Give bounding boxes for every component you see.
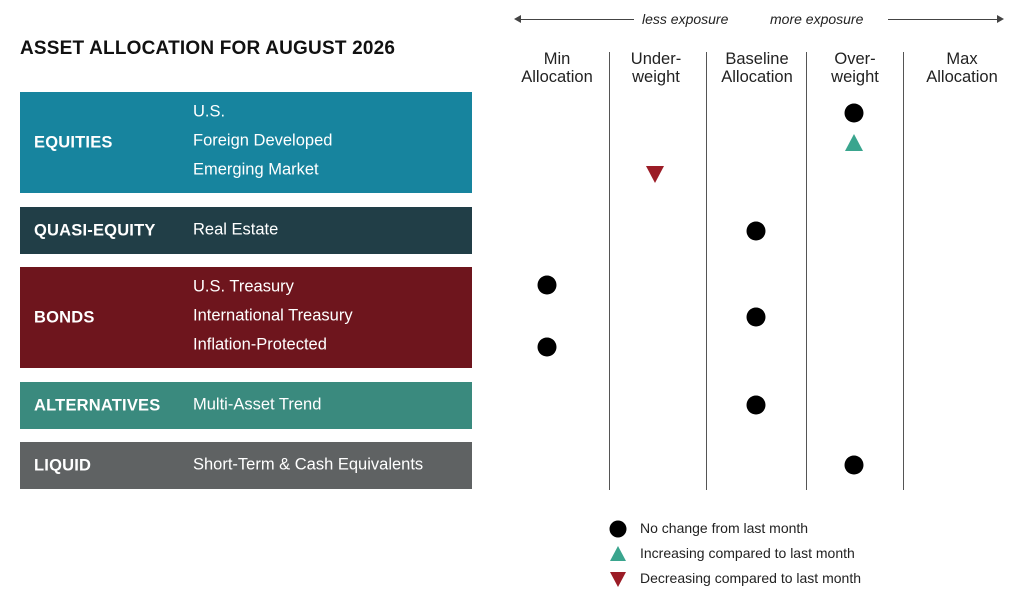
decreasing-marker	[646, 166, 664, 183]
column-divider	[806, 52, 807, 490]
column-header-min: Min Allocation	[521, 50, 593, 86]
more-exposure-label: more exposure	[770, 11, 864, 27]
column-header-baseline: Baseline Allocation	[721, 50, 793, 86]
column-divider	[903, 52, 904, 490]
column-header-line2: weight	[831, 68, 879, 86]
column-header-line1: Over-	[834, 50, 876, 68]
column-divider	[706, 52, 707, 490]
no-change-marker	[746, 221, 766, 241]
column-header-line1: Max	[946, 50, 978, 68]
asset-label: U.S.	[193, 102, 226, 121]
asset-label: Emerging Market	[193, 160, 319, 179]
no-change-marker	[844, 455, 864, 475]
no-change-marker	[844, 103, 864, 123]
band-equities: EQUITIES U.S. Foreign Developed Emerging…	[20, 92, 472, 193]
column-header-overweight: Over- weight	[831, 50, 879, 86]
legend-label: No change from last month	[640, 520, 809, 536]
band-alternatives: ALTERNATIVES Multi-Asset Trend	[20, 382, 472, 429]
column-header-line1: Min	[543, 50, 571, 68]
no-change-marker	[746, 395, 766, 415]
increasing-marker	[845, 134, 863, 151]
group-label: LIQUID	[34, 456, 92, 474]
asset-label: Real Estate	[193, 220, 279, 239]
column-header-line2: Allocation	[926, 68, 998, 86]
no-change-marker	[537, 337, 557, 357]
group-label: EQUITIES	[34, 133, 113, 151]
triangle-up-icon	[610, 546, 626, 561]
band-bonds: BONDS U.S. Treasury International Treasu…	[20, 267, 472, 368]
legend-label: Decreasing compared to last month	[640, 570, 861, 586]
no-change-marker	[746, 307, 766, 327]
column-header-max: Max Allocation	[926, 50, 998, 86]
column-header-line2: weight	[632, 68, 680, 86]
asset-label: Short-Term & Cash Equivalents	[193, 455, 424, 474]
band-quasi-equity: QUASI-EQUITY Real Estate	[20, 207, 472, 254]
band-liquid: LIQUID Short-Term & Cash Equivalents	[20, 442, 472, 489]
no-change-marker	[537, 275, 557, 295]
group-label: ALTERNATIVES	[34, 396, 161, 414]
asset-label: U.S. Treasury	[193, 277, 294, 296]
arrow-right-icon	[997, 15, 1004, 23]
arrow-line-left	[516, 19, 634, 20]
column-header-line1: Baseline	[725, 50, 789, 68]
group-label: BONDS	[34, 308, 95, 326]
column-header-line2: Allocation	[721, 68, 793, 86]
chart-title: ASSET ALLOCATION FOR AUGUST 2026	[20, 38, 396, 59]
legend-label: Increasing compared to last month	[640, 545, 855, 561]
column-header-line1: Under-	[630, 50, 682, 68]
arrow-line-right	[888, 19, 998, 20]
asset-label: Foreign Developed	[193, 131, 333, 150]
triangle-down-icon	[610, 572, 626, 587]
group-label: QUASI-EQUITY	[34, 221, 156, 239]
column-header-underweight: Under- weight	[631, 50, 681, 86]
asset-label: Inflation-Protected	[193, 335, 327, 354]
circle-icon	[609, 520, 627, 538]
less-exposure-label: less exposure	[642, 11, 729, 27]
column-header-line2: Allocation	[521, 68, 593, 86]
asset-label: International Treasury	[193, 306, 353, 325]
column-divider	[609, 52, 610, 490]
asset-label: Multi-Asset Trend	[193, 395, 322, 414]
exposure-arrow: less exposure more exposure	[510, 10, 1008, 30]
